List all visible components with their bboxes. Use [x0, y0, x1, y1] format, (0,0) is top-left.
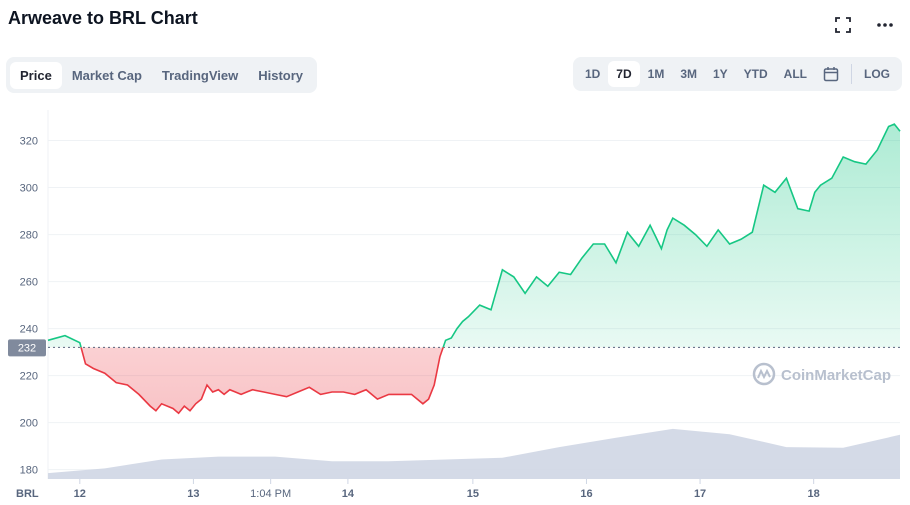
chart-tabs: Price Market Cap TradingView History	[6, 57, 318, 93]
y-tick-label: 260	[20, 277, 38, 289]
x-tick-label: 13	[187, 488, 199, 500]
y-tick-label: 180	[20, 465, 38, 477]
x-tick-label: 16	[580, 488, 592, 500]
x-tick-label: 14	[342, 488, 355, 500]
x-tick-label: 17	[694, 488, 706, 500]
watermark: CoinMarketCap	[752, 362, 891, 386]
y-axis: 180 200 220 240 260 280 300 320	[20, 136, 38, 477]
range-all[interactable]: ALL	[783, 67, 807, 81]
x-tick-label: 18	[808, 488, 820, 500]
tab-history[interactable]: History	[258, 67, 304, 83]
price-area-down	[48, 347, 900, 414]
range-1y[interactable]: 1Y	[712, 67, 728, 81]
range-1m[interactable]: 1M	[647, 67, 665, 81]
calendar-icon[interactable]	[815, 66, 847, 82]
y-tick-label: 280	[20, 230, 38, 242]
range-1d[interactable]: 1D	[584, 67, 601, 81]
range-divider	[851, 64, 852, 84]
volume-area	[48, 428, 900, 479]
x-tick-label: 12	[74, 488, 86, 500]
tab-market-cap[interactable]: Market Cap	[71, 67, 142, 83]
log-scale-toggle[interactable]: LOG	[864, 67, 890, 81]
tab-price[interactable]: Price	[10, 61, 62, 89]
y-tick-label: 300	[20, 183, 38, 195]
reference-price-label: 232	[8, 339, 46, 357]
y-tick-label: 240	[20, 324, 38, 336]
x-tick-label: 15	[467, 488, 479, 500]
header-actions	[832, 14, 896, 36]
page-title: Arweave to BRL Chart	[8, 8, 198, 28]
expand-icon[interactable]	[832, 14, 854, 36]
y-tick-label: 220	[20, 371, 38, 383]
price-line-up	[47, 123, 901, 348]
range-7d[interactable]: 7D	[608, 61, 640, 87]
range-3m[interactable]: 3M	[680, 67, 697, 81]
reference-price-text: 232	[18, 342, 36, 354]
range-ytd[interactable]: YTD	[743, 67, 768, 81]
price-line-down	[80, 347, 444, 415]
y-tick-label: 320	[20, 136, 38, 148]
currency-label: BRL	[16, 488, 39, 500]
watermark-text: CoinMarketCap	[781, 367, 891, 384]
price-area-up	[48, 124, 900, 348]
x-tick-label: 1:04 PM	[250, 488, 291, 500]
x-axis: 12 13 1:04 PM 14 15 16 17 18	[74, 479, 820, 500]
time-range-selector: 1D 7D 1M 3M 1Y YTD ALL LOG	[572, 57, 902, 91]
tab-tradingview[interactable]: TradingView	[161, 67, 239, 83]
more-horizontal-icon[interactable]	[874, 14, 896, 36]
y-tick-label: 200	[20, 418, 38, 430]
